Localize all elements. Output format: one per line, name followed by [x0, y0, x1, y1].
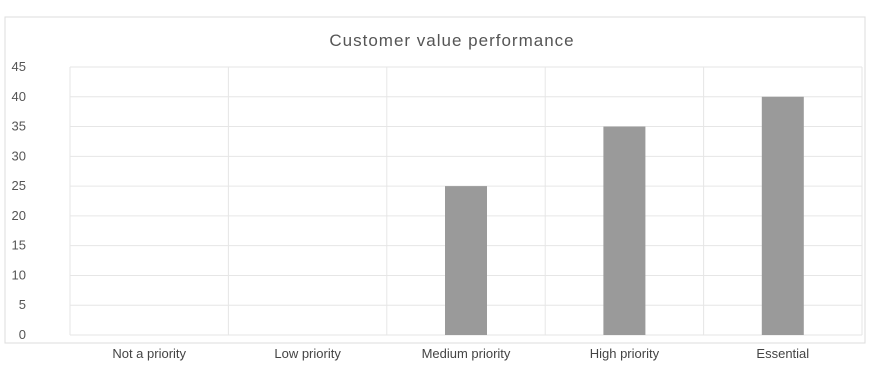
y-tick-label: 30 — [12, 148, 26, 163]
chart-title: Customer value performance — [329, 31, 574, 50]
x-tick-label: Not a priority — [112, 346, 186, 361]
y-axis-ticks: 0 5 10 15 20 25 30 35 40 45 — [12, 59, 26, 342]
y-tick-label: 5 — [19, 297, 26, 312]
plot-frame — [4, 16, 866, 344]
bar-high-priority — [603, 126, 646, 335]
y-tick-label: 40 — [12, 89, 26, 104]
x-tick-label: Low priority — [274, 346, 341, 361]
y-tick-label: 25 — [12, 178, 26, 193]
y-tick-label: 35 — [12, 119, 26, 134]
y-tick-label: 0 — [19, 327, 26, 342]
y-tick-label: 20 — [12, 208, 26, 223]
x-tick-label: Medium priority — [422, 346, 511, 361]
y-tick-label: 15 — [12, 238, 26, 253]
bars — [445, 96, 804, 336]
x-tick-label: Essential — [756, 346, 809, 361]
y-tick-label: 10 — [12, 267, 26, 282]
x-axis-ticks: Not a priority Low priority Medium priorit… — [112, 346, 809, 361]
bar-medium-priority — [445, 186, 487, 335]
x-tick-label: High priority — [590, 346, 660, 361]
bar-essential — [761, 96, 804, 336]
y-tick-label: 45 — [12, 59, 26, 74]
